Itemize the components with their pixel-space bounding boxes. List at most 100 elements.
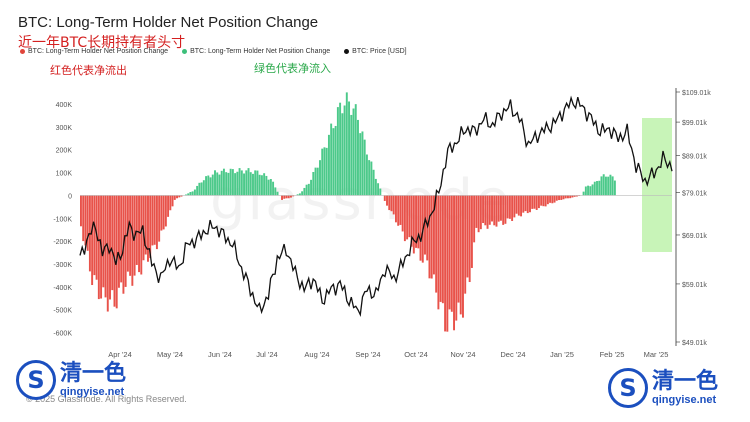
bar [305, 184, 308, 196]
bar [207, 175, 210, 196]
bar [258, 174, 261, 196]
x-tick-label: Mar '25 [644, 350, 669, 359]
bar [457, 195, 460, 303]
bar [484, 195, 487, 226]
y-axis-right: $109.01k $99.01k $89.01k $79.01k $69.01k $59.… [675, 88, 711, 347]
bar [513, 195, 516, 218]
bar [569, 195, 572, 199]
legend-item-outflow[interactable]: BTC: Long-Term Holder Net Position Chang… [20, 48, 168, 55]
x-tick-label: Apr '24 [108, 350, 132, 359]
bar [323, 147, 326, 196]
bar [336, 107, 339, 196]
legend-item-inflow[interactable]: BTC: Long-Term Holder Net Position Chang… [182, 48, 330, 55]
bar [162, 195, 165, 230]
y-left-tick-label: -600K [53, 331, 72, 338]
bar [508, 195, 511, 219]
bar [115, 195, 118, 309]
bar [283, 195, 286, 199]
bar [549, 195, 552, 203]
bar [506, 195, 509, 219]
bar [553, 195, 556, 203]
bar [598, 180, 601, 196]
bar [479, 195, 482, 230]
chart-subtitle-cn: 近一年BTC长期持有者头寸 [18, 35, 186, 51]
bar [265, 175, 268, 196]
bar [466, 195, 469, 278]
bar [502, 195, 505, 225]
bar [80, 195, 82, 227]
bar [470, 195, 473, 268]
bar [225, 172, 228, 196]
legend-dot-black [344, 48, 350, 54]
bar [269, 179, 272, 196]
x-tick-label: May '24 [157, 350, 183, 359]
bar [147, 195, 149, 262]
legend-label: BTC: Long-Term Holder Net Position Chang… [28, 48, 169, 55]
logo-url: qingyise.net [652, 393, 717, 406]
bar [319, 160, 321, 196]
bar [464, 195, 467, 294]
bar [491, 195, 493, 222]
bar [473, 195, 476, 243]
bar [155, 195, 158, 250]
bar [171, 195, 174, 207]
bar [240, 170, 243, 196]
bar [120, 195, 123, 283]
bar [432, 195, 435, 275]
bar [394, 195, 397, 223]
y-left-tick-label: -500K [53, 308, 72, 315]
bar [113, 195, 116, 307]
bar [546, 195, 549, 205]
highlight-region [642, 118, 672, 252]
bar [135, 195, 138, 265]
bar [435, 195, 438, 293]
bar [93, 195, 96, 276]
bar [493, 195, 496, 226]
legend-item-price[interactable]: BTC: Price [USD] [344, 48, 407, 55]
bar [196, 185, 199, 196]
bar [91, 195, 94, 286]
x-tick-label: Jun '24 [208, 350, 232, 359]
bar [462, 195, 464, 318]
bar [368, 160, 371, 196]
bar [363, 139, 366, 196]
logo-url: qingyise.net [60, 385, 125, 398]
bar [149, 195, 152, 259]
bar [86, 195, 89, 251]
bar [482, 195, 485, 224]
bar [153, 195, 156, 245]
bar [392, 195, 395, 215]
bar [84, 195, 87, 246]
bar [289, 195, 292, 198]
y-right-tick-label: $59.01k [682, 282, 707, 289]
bar [607, 176, 610, 196]
bar [276, 191, 279, 196]
bar [158, 195, 161, 242]
bar [526, 195, 529, 214]
bar [399, 195, 402, 225]
bar [314, 167, 317, 196]
bar [352, 108, 355, 196]
bar [200, 182, 203, 196]
bar [515, 195, 518, 214]
bar [558, 195, 560, 201]
bar [274, 187, 277, 196]
bar [348, 101, 351, 196]
bar [441, 195, 444, 304]
y-left-tick-label: -300K [53, 262, 72, 269]
bar [584, 186, 587, 196]
dollar-logo-icon: S [16, 360, 56, 400]
bar [408, 195, 411, 238]
y-right-tick-label: $79.01k [682, 191, 707, 198]
bar [350, 114, 353, 196]
bar [596, 181, 598, 196]
bar [517, 195, 520, 216]
annotation-inflow: 绿色代表净流入 [254, 62, 331, 75]
bar [325, 147, 328, 196]
bar [173, 195, 176, 200]
bar [388, 195, 391, 211]
bar [531, 195, 534, 209]
bar [567, 195, 569, 199]
bar [222, 168, 225, 196]
